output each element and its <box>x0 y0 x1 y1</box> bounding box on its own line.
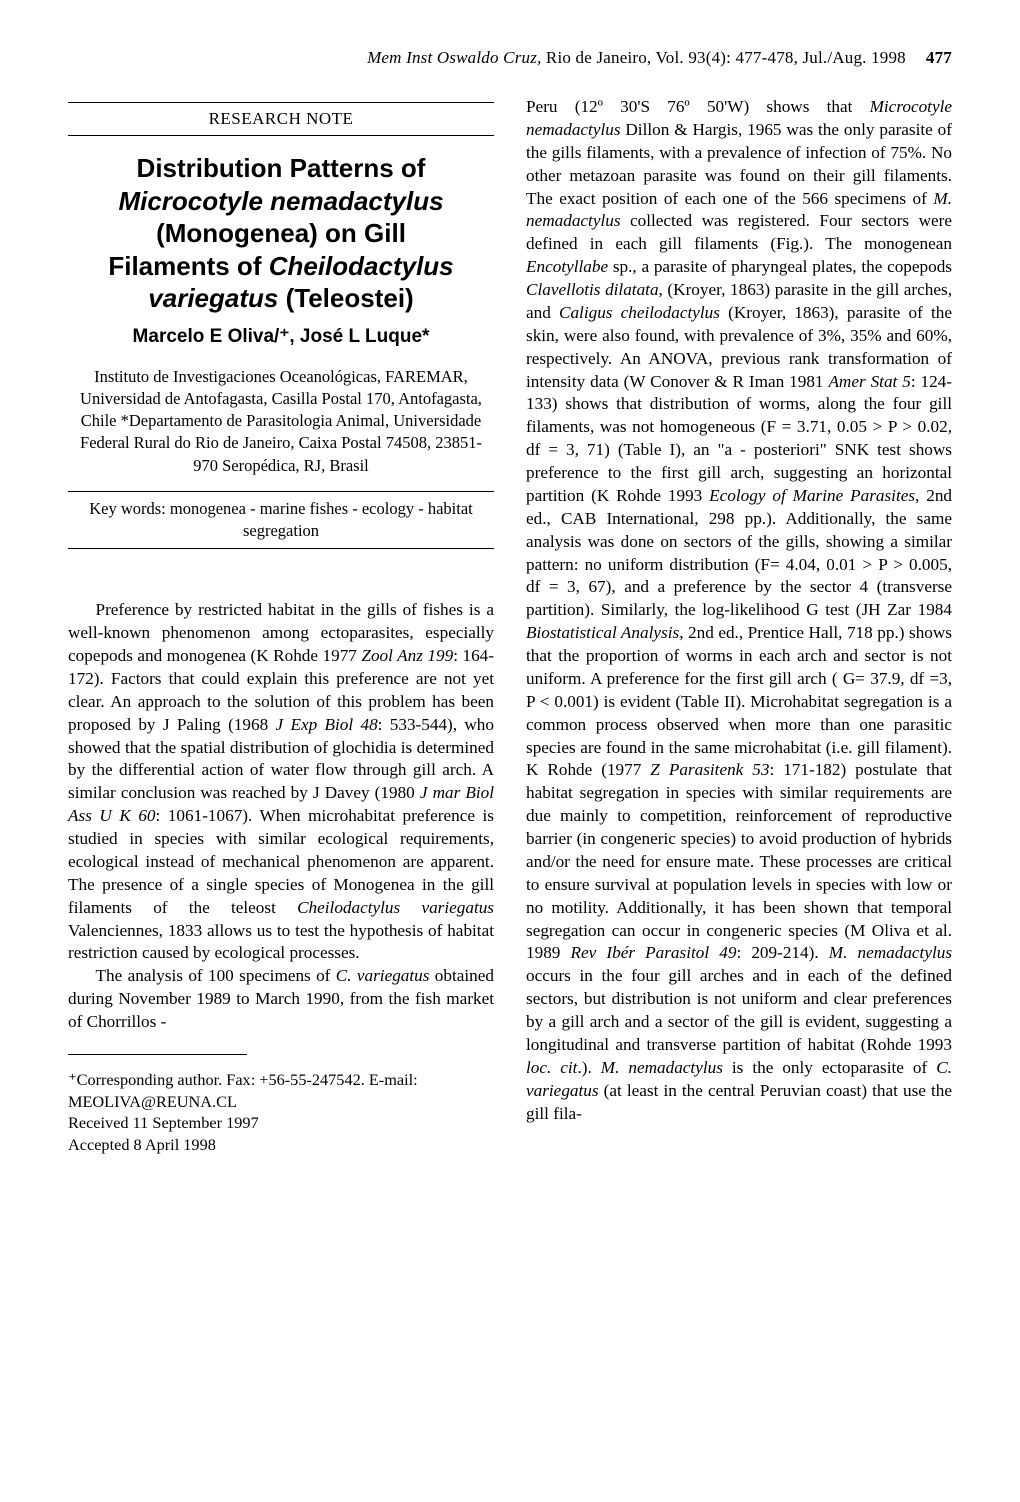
authors: Marcelo E Oliva/⁺, José L Luque* <box>68 325 494 348</box>
running-head: Mem Inst Oswaldo Cruz, Rio de Janeiro, V… <box>68 48 952 68</box>
rule-before-keywords <box>68 491 494 492</box>
journal-name: Mem Inst Oswaldo Cruz, <box>367 48 541 67</box>
title-line4a: Filaments of <box>108 251 268 281</box>
spacer2 <box>68 1034 494 1054</box>
footnote-corresponding: ⁺Corresponding author. Fax: +56-55-24754… <box>68 1069 494 1112</box>
page: Mem Inst Oswaldo Cruz, Rio de Janeiro, V… <box>0 0 1020 1502</box>
title-line5b: (Teleostei) <box>278 283 413 313</box>
title-line1: Distribution Patterns of <box>137 153 426 183</box>
footnote-accepted: Accepted 8 April 1998 <box>68 1134 494 1156</box>
section-label: RESEARCH NOTE <box>68 109 494 129</box>
left-column: RESEARCH NOTE Distribution Patterns of M… <box>68 96 494 1156</box>
journal-rest: Rio de Janeiro, Vol. 93(4): 477-478, Jul… <box>541 48 905 67</box>
body-right: Peru (12º 30'S 76º 50'W) shows that Micr… <box>526 96 952 1125</box>
rule-after-keywords <box>68 548 494 549</box>
body-left-p1: Preference by restricted habitat in the … <box>68 599 494 965</box>
spacer <box>68 555 494 599</box>
affiliations: Instituto de Investigaciones Oceanológic… <box>72 366 490 477</box>
title-line3: (Monogenea) on Gill <box>156 218 406 248</box>
keywords: Key words: monogenea - marine fishes - e… <box>74 498 488 543</box>
article-title: Distribution Patterns of Microcotyle nem… <box>68 152 494 315</box>
footnote-received: Received 11 September 1997 <box>68 1112 494 1134</box>
page-number: 477 <box>926 48 952 67</box>
title-line5a: variegatus <box>148 283 278 313</box>
title-line4b: Cheilodactylus <box>269 251 454 281</box>
title-line2: Microcotyle nemadactylus <box>118 186 443 216</box>
body-left-p2: The analysis of 100 specimens of C. vari… <box>68 965 494 1034</box>
right-column: Peru (12º 30'S 76º 50'W) shows that Micr… <box>526 96 952 1156</box>
two-column-layout: RESEARCH NOTE Distribution Patterns of M… <box>68 96 952 1156</box>
footnote-rule <box>68 1054 247 1055</box>
rule-under-section <box>68 135 494 136</box>
body-left: Preference by restricted habitat in the … <box>68 599 494 1034</box>
footnotes: ⁺Corresponding author. Fax: +56-55-24754… <box>68 1069 494 1156</box>
rule-top <box>68 102 494 103</box>
